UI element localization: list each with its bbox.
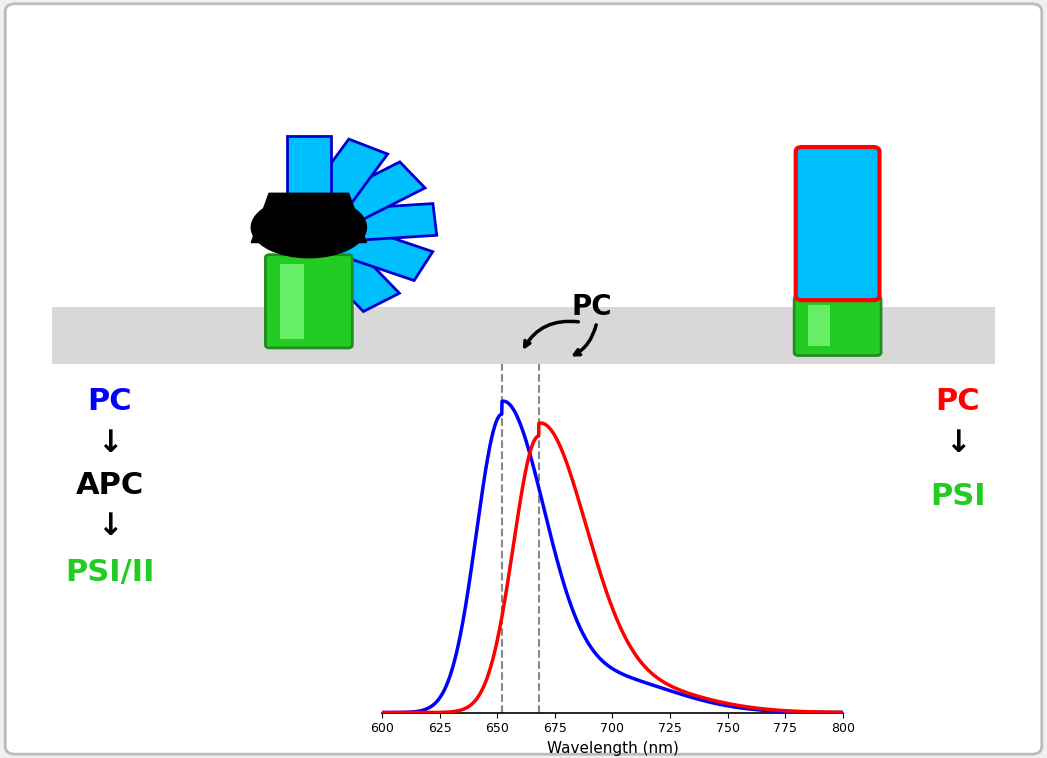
Polygon shape [302, 162, 425, 238]
Polygon shape [313, 204, 437, 243]
Bar [808, 305, 829, 346]
Polygon shape [292, 139, 387, 231]
X-axis label: Wavelength (nm): Wavelength (nm) [547, 741, 678, 756]
Text: ↓: ↓ [97, 429, 122, 458]
Polygon shape [251, 193, 366, 243]
Bar [280, 264, 304, 339]
FancyBboxPatch shape [795, 296, 882, 356]
FancyBboxPatch shape [796, 147, 879, 300]
Bar [52, 307, 995, 364]
Text: PC: PC [88, 387, 132, 416]
Text: ↓: ↓ [945, 429, 971, 458]
Ellipse shape [251, 197, 366, 258]
Polygon shape [294, 222, 399, 312]
FancyBboxPatch shape [5, 4, 1042, 754]
FancyBboxPatch shape [265, 255, 352, 348]
Polygon shape [288, 230, 341, 320]
Text: APC: APC [75, 471, 144, 500]
Polygon shape [287, 136, 331, 223]
Text: PC: PC [936, 387, 980, 416]
Text: PC: PC [572, 293, 611, 321]
Text: PSI: PSI [930, 482, 986, 511]
Text: ↓: ↓ [97, 512, 122, 541]
Text: PSI/II: PSI/II [65, 558, 155, 587]
Polygon shape [305, 215, 432, 280]
